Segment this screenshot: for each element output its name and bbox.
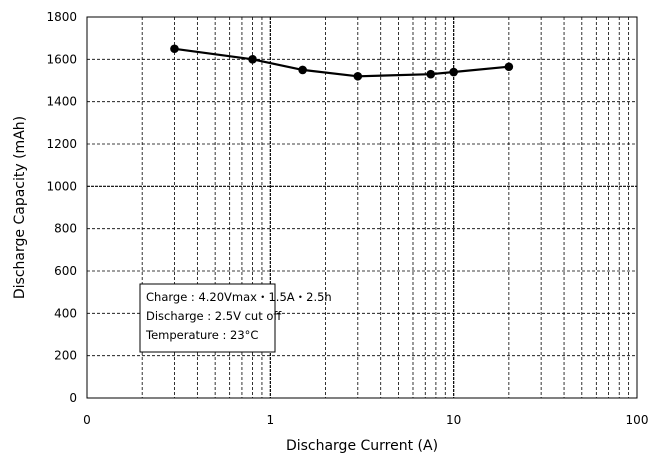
data-point	[298, 65, 307, 75]
y-tick-label: 1600	[46, 52, 77, 66]
annotation-line-discharge: Discharge : 2.5V cut off	[146, 309, 282, 323]
data-point	[426, 69, 436, 79]
y-tick-label: 1800	[46, 10, 77, 24]
y-axis-label: Discharge Capacity (mAh)	[12, 116, 28, 299]
data-point	[170, 44, 179, 54]
x-tick-label: 0	[83, 413, 91, 427]
data-point	[248, 55, 257, 64]
y-tick-label: 200	[54, 349, 77, 363]
y-tick-label: 0	[69, 391, 77, 405]
y-tick-label: 1200	[46, 137, 77, 151]
x-axis-ticks: 0 1 10 100	[83, 413, 648, 427]
y-tick-label: 1000	[46, 179, 77, 193]
y-tick-label: 600	[54, 264, 77, 278]
x-axis-label: Discharge Current (A)	[286, 438, 438, 454]
x-tick-label: 100	[626, 413, 649, 427]
y-tick-label: 800	[54, 222, 77, 236]
data-series	[170, 44, 514, 81]
data-point	[449, 67, 458, 77]
x-tick-label: 10	[446, 413, 461, 427]
series-line	[174, 47, 510, 78]
plot-frame	[86, 16, 638, 399]
y-axis-ticks: 0 200 400 600 800 1000 1200 1400 1600 1800	[46, 10, 77, 405]
annotation-line-temperature: Temperature : 23°C	[145, 328, 258, 342]
x-tick-label: 1	[267, 413, 275, 427]
y-tick-label: 1400	[46, 95, 77, 109]
annotation-box: Charge : 4.20Vmax・1.5A・2.5h Discharge : …	[139, 283, 332, 353]
y-tick-label: 400	[54, 306, 77, 320]
data-point	[353, 71, 363, 81]
annotation-box-border	[139, 283, 276, 353]
annotation-line-charge: Charge : 4.20Vmax・1.5A・2.5h	[146, 290, 332, 304]
data-point	[504, 62, 514, 72]
